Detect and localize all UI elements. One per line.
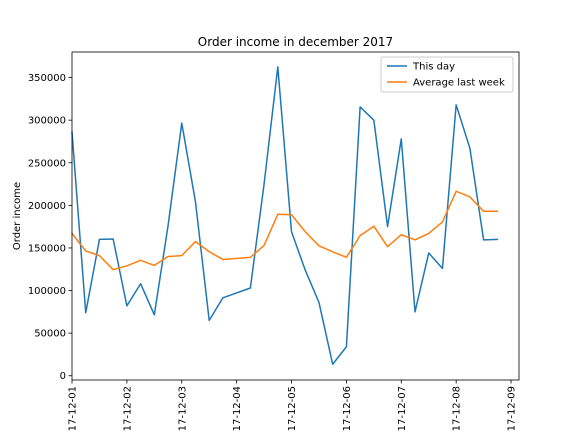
- y-tick-label: 150000: [28, 243, 66, 254]
- legend: This day Average last week: [380, 56, 514, 93]
- y-axis-title: Order income: [12, 182, 23, 250]
- y-tick-label: 100000: [28, 286, 66, 297]
- x-tick-label: 17-12-08: [452, 386, 463, 431]
- y-tick-label: 200000: [28, 201, 66, 212]
- x-tick-label: 17-12-09: [507, 386, 518, 431]
- x-tick-label: 17-12-06: [342, 386, 353, 431]
- legend-label-average-last-week: Average last week: [413, 78, 505, 89]
- x-tick-label: 17-12-03: [177, 386, 188, 431]
- series-lines: [70, 66, 499, 365]
- x-tick-label: 17-12-07: [397, 386, 408, 431]
- legend-label-this-day: This day: [412, 62, 455, 73]
- chart-title: Order income in december 2017: [198, 35, 393, 49]
- x-tick-label: 17-12-05: [287, 386, 298, 431]
- x-axis: 17-12-01 17-12-02 17-12-03 17-12-04 17-12-05…: [68, 380, 518, 431]
- y-tick-label: 250000: [28, 158, 66, 169]
- y-tick-label: 350000: [28, 73, 66, 84]
- series-line-1: [70, 190, 499, 271]
- x-tick-label: 17-12-02: [122, 386, 133, 431]
- y-tick-label: 300000: [28, 116, 66, 127]
- x-tick-label: 17-12-04: [232, 386, 243, 431]
- y-axis: 0 50000 100000 150000 200000 250000 300000 3500…: [28, 73, 72, 382]
- legend-box: [380, 56, 514, 93]
- y-tick-label: 0: [60, 371, 66, 382]
- series-line-0: [71, 66, 499, 365]
- x-tick-label: 17-12-01: [68, 386, 79, 431]
- plot-frame: [71, 51, 520, 381]
- y-tick-label: 50000: [34, 329, 66, 340]
